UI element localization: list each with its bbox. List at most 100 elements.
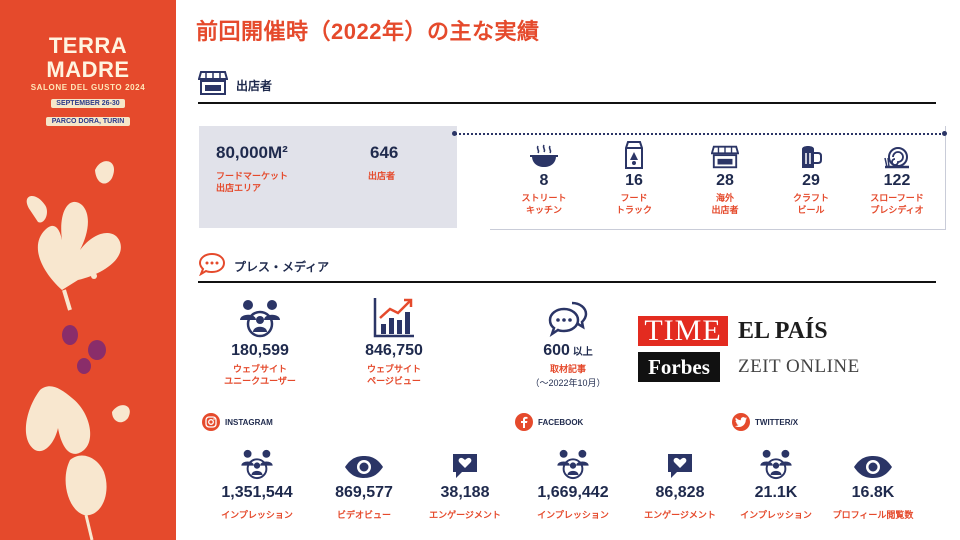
stat-value: 29 [802, 172, 820, 189]
exhibitor-count-value: 646 [370, 143, 399, 162]
eye-icon [309, 446, 419, 480]
twitter-profile-views-stat: 16.8K プロフィール閲覧数 [818, 446, 928, 521]
stat-value: 16 [625, 172, 643, 189]
instagram-icon [202, 413, 220, 431]
stat-caption: フード トラック [594, 192, 674, 216]
web-users-stat: 180,599 ウェブサイト ユニークユーザー [208, 296, 312, 387]
facebook-engagement-stat: 86,828 エンゲージメント [625, 446, 735, 521]
logo-place: PARCO DORA, TURIN [45, 117, 131, 126]
twitter-impressions-stat: 21.1K インプレッション [721, 446, 831, 521]
twitter-icon [732, 413, 750, 431]
caption-line: フードマーケット [216, 171, 289, 181]
stat-value: 1,669,442 [537, 484, 609, 501]
beer-icon [771, 140, 851, 170]
breakdown-bracket [490, 126, 946, 230]
users-group-icon [518, 446, 628, 480]
caption-line: 海外 [715, 193, 734, 203]
store-icon [197, 70, 229, 101]
caption-line: 出店者 [711, 205, 739, 215]
stat-caption: エンゲージメント [644, 510, 716, 520]
caption-line: フード [620, 193, 648, 203]
stat-caption: スローフード プレシディオ [857, 192, 937, 216]
instagram-impressions-stat: 1,351,544 インプレッション [202, 446, 312, 521]
main-stats-panel [199, 126, 457, 228]
stat-value: 180,599 [231, 342, 289, 359]
social-label: FACEBOOK [538, 417, 584, 427]
eye-icon [818, 446, 928, 480]
chat-bubbles-icon [518, 296, 618, 338]
stat-caption: ストリート キッチン [504, 192, 584, 216]
stat-caption: ウェブサイト ユニークユーザー [208, 363, 312, 387]
instagram-video-views-stat: 869,577 ビデオビュー [309, 446, 419, 521]
social-label: INSTAGRAM [225, 417, 273, 427]
stat-value: 846,750 [365, 342, 423, 359]
stat-caption: 海外 出店者 [685, 192, 765, 216]
overseas-exhibitor-stat: 28 海外 出店者 [685, 140, 765, 216]
stat-value: 21.1K [754, 484, 798, 501]
logo-dates: SEPTEMBER 26-30 [51, 99, 125, 108]
street-kitchen-stat: 8 ストリートキッチン [504, 140, 584, 216]
users-group-icon [202, 446, 312, 480]
twitter-heading: TWITTER/X [732, 413, 798, 431]
stat-value: 8 [539, 172, 549, 189]
connector-dot [942, 131, 947, 136]
caption-line: ストリート [521, 193, 567, 203]
stat-caption: プロフィール閲覧数 [832, 510, 914, 520]
caption-line: プレシディオ [870, 205, 924, 215]
stat-caption: 取材記事 [549, 364, 586, 374]
speech-bubble-icon [198, 252, 226, 281]
articles-value: 600 以上 [518, 342, 618, 360]
snail-icon [857, 140, 937, 170]
slow-food-presidia-stat: 122 スローフード プレシディオ [857, 140, 937, 216]
terra-madre-logo: TERRA MADRE SALONE DEL GUSTO 2024 SEPTEM… [20, 34, 156, 128]
caption-line: クラフト [792, 193, 829, 203]
exhibitors-divider [198, 102, 936, 104]
food-truck-stat: 16 フードトラック [594, 140, 674, 216]
caption-line: トラック [615, 205, 652, 215]
page-views-stat: 846,750 ウェブサイト ページビュー [346, 296, 442, 387]
sidebar: TERRA MADRE SALONE DEL GUSTO 2024 SEPTEM… [0, 0, 176, 540]
caption-line: ページビュー [367, 376, 421, 386]
press-label: プレス・メディア [234, 260, 330, 274]
facebook-icon [515, 413, 533, 431]
caption-line: 出店エリア [216, 183, 262, 193]
connector-dot [452, 131, 457, 136]
logo-title: TERRA MADRE [46, 33, 130, 82]
caption-line: キッチン [525, 205, 562, 215]
caption-line: ウェブサイト [232, 364, 287, 374]
press-heading: プレス・メディア [198, 252, 329, 281]
stat-caption: クラフト ビール [771, 192, 851, 216]
stat-value: 1,351,544 [221, 484, 293, 501]
stat-caption: インプレッション [221, 510, 293, 520]
stat-value: 600 [543, 342, 570, 359]
users-group-icon [721, 446, 831, 480]
page-title: 前回開催時（2022年）の主な実績 [196, 19, 540, 44]
exhibitors-label: 出店者 [236, 79, 273, 93]
stat-note: （～2022年10月） [530, 378, 606, 388]
food-truck-icon [594, 140, 674, 170]
social-label: TWITTER/X [755, 417, 799, 427]
heart-message-icon [625, 446, 735, 480]
stat-value: 122 [883, 172, 911, 189]
stat-caption: インプレッション [740, 510, 812, 520]
stat-caption: ウェブサイト ページビュー [346, 363, 442, 387]
el-pais-logo: EL PAÍS [738, 318, 828, 344]
dotted-connector [455, 133, 945, 135]
heart-message-icon [410, 446, 520, 480]
stat-value: 86,828 [655, 484, 705, 501]
press-divider [198, 281, 936, 283]
logo-subtitle: SALONE DEL GUSTO 2024 [30, 83, 146, 92]
stat-caption: ビデオビュー [336, 510, 391, 520]
exhibitor-count-caption: 出店者 [368, 171, 396, 181]
stat-value: 869,577 [335, 484, 393, 501]
stat-caption: インプレッション [537, 510, 609, 520]
time-logo: TIME [638, 316, 728, 346]
caption-line: スローフード [870, 193, 924, 203]
caption-line: ビール [797, 205, 825, 215]
instagram-heading: INSTAGRAM [202, 413, 273, 431]
stat-caption: エンゲージメント [429, 510, 501, 520]
stat-value: 16.8K [851, 484, 895, 501]
users-group-icon [208, 296, 312, 338]
growth-chart-icon [346, 296, 442, 338]
press-articles-stat: 600 以上 取材記事 （～2022年10月） [518, 296, 618, 389]
